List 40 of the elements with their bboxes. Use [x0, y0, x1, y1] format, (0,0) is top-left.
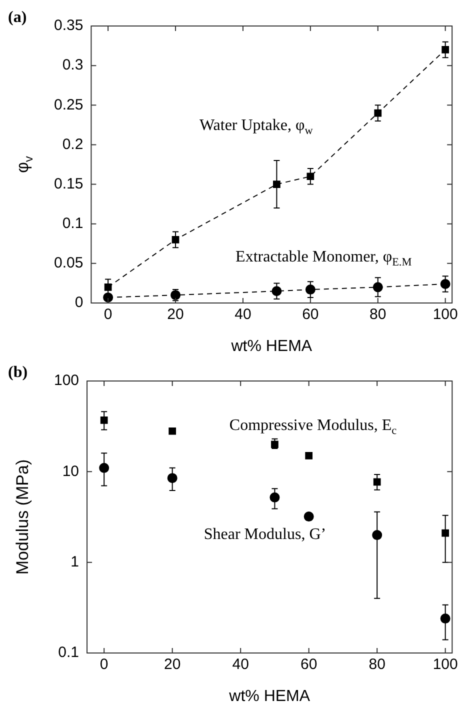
x-tick-label: 60	[300, 656, 318, 674]
chart-title: (a)	[8, 9, 27, 26]
x-tick-label: 80	[370, 306, 386, 324]
y-tick-label: 0.15	[54, 175, 84, 192]
point	[305, 452, 313, 460]
point	[304, 512, 314, 522]
x-tick-label: 40	[234, 306, 252, 324]
x-tick-label: 0	[104, 306, 112, 324]
y-tick-label: 0.35	[54, 17, 84, 34]
point	[442, 46, 450, 54]
series-label: Shear Modulus, G’	[204, 526, 326, 543]
point	[306, 172, 314, 180]
point	[273, 180, 280, 188]
point	[271, 440, 278, 448]
y-axis-title: Modulus (MPa)	[13, 459, 32, 575]
y-tick-label: 1	[70, 553, 80, 570]
x-tick-label: 100	[432, 656, 458, 674]
y-tick-label: 100	[54, 372, 80, 390]
point	[168, 427, 176, 435]
y-tick-label: 10	[62, 462, 80, 480]
x-tick-label: 0	[100, 656, 108, 674]
point	[100, 416, 108, 424]
x-tick-label: 20	[164, 656, 181, 674]
y-tick-label: 0.1	[58, 644, 80, 662]
x-tick-label: 100	[432, 306, 458, 324]
y-tick-label: 0	[74, 294, 84, 312]
x-tick-label: 40	[232, 656, 249, 674]
y-axis-title: φv	[13, 156, 36, 173]
x-axis-title: wt% HEMA	[228, 688, 310, 705]
point	[442, 529, 450, 537]
chart-title: (b)	[8, 364, 28, 381]
x-tick-label: 80	[368, 656, 386, 674]
x-axis-title: wt% HEMA	[230, 338, 312, 355]
x-tick-label: 20	[167, 306, 184, 324]
y-tick-label: 0.1	[62, 215, 84, 232]
y-tick-label: 0.05	[54, 254, 84, 272]
y-tick-label: 0.25	[54, 96, 84, 114]
x-tick-label: 60	[302, 306, 319, 324]
y-tick-label: 0.3	[62, 56, 84, 74]
y-tick-label: 0.2	[62, 136, 84, 153]
